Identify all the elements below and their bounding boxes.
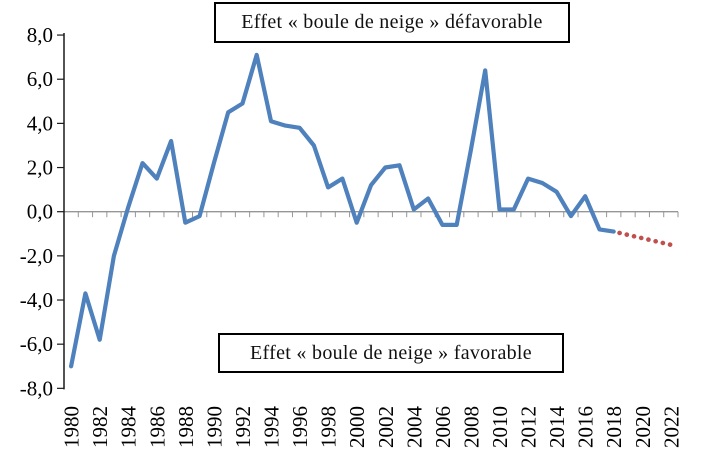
annotation-box-defavorable: Effet « boule de neige » défavorable: [214, 2, 570, 43]
data-line-projection: [611, 229, 674, 248]
x-axis-label: 1996: [288, 406, 312, 448]
x-axis-label: 1992: [231, 406, 255, 448]
y-axis-label: 6,0: [27, 67, 53, 91]
x-axis-label: 1980: [60, 406, 84, 448]
annotation-box-favorable: Effet « boule de neige » favorable: [218, 333, 564, 373]
x-axis-label: 2004: [402, 406, 426, 449]
y-axis-label: 4,0: [27, 111, 53, 135]
x-axis-label: 2000: [345, 406, 369, 448]
x-axis-label: 2020: [631, 406, 655, 448]
y-axis-label: 0,0: [27, 200, 53, 224]
x-axis-label: 2002: [374, 406, 398, 448]
x-axis-label: 2008: [459, 406, 483, 448]
y-axis-label: 8,0: [27, 23, 53, 47]
data-line-observed: [68, 52, 616, 369]
y-axis-label: -8,0: [20, 376, 53, 400]
x-axis-label: 1998: [317, 406, 341, 448]
x-axis-label: 1994: [260, 406, 284, 449]
x-axis-label: 1990: [202, 406, 226, 448]
x-axis-label: 1982: [88, 406, 112, 448]
x-axis-label: 1986: [145, 406, 169, 448]
x-axis-label: 2022: [659, 406, 683, 448]
x-axis-label: 2018: [602, 406, 626, 448]
x-axis-label: 2014: [545, 406, 569, 449]
y-axis-label: 2,0: [27, 156, 53, 180]
x-axis-label: 2006: [431, 406, 455, 448]
y-axis-label: -4,0: [20, 288, 53, 312]
x-axis-label: 2012: [517, 406, 541, 448]
x-axis-label: 1984: [117, 406, 141, 449]
y-axis-label: -2,0: [20, 244, 53, 268]
x-axis-label: 2016: [574, 406, 598, 448]
x-axis-label: 2010: [488, 406, 512, 448]
y-axis-label: -6,0: [20, 332, 53, 356]
x-axis-label: 1988: [174, 406, 198, 448]
